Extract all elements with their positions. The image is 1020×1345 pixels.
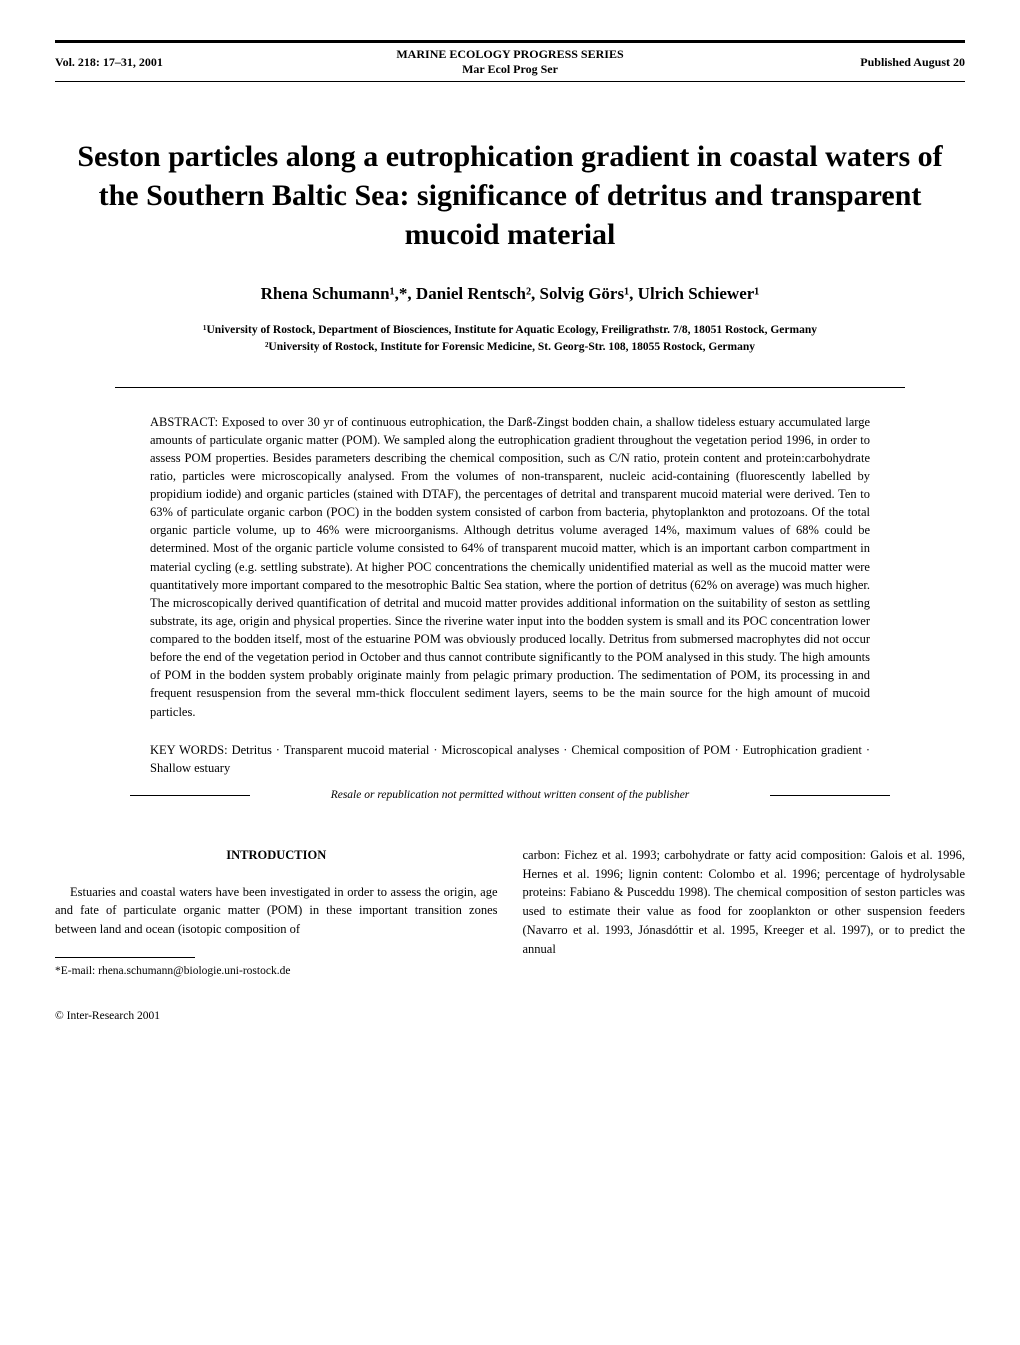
series-abbrev: Mar Ecol Prog Ser bbox=[283, 62, 738, 77]
column-right: carbon: Fichez et al. 1993; carbohydrate… bbox=[523, 846, 966, 980]
keywords-text: Detritus · Transparent mucoid material ·… bbox=[150, 743, 870, 775]
affiliation-2: ²University of Rostock, Institute for Fo… bbox=[75, 339, 945, 356]
intro-paragraph-left: Estuaries and coastal waters have been i… bbox=[55, 883, 498, 939]
authors-line: Rhena Schumann¹,*, Daniel Rentsch², Solv… bbox=[55, 284, 965, 304]
copyright-notice: © Inter-Research 2001 bbox=[55, 1010, 965, 1022]
affiliation-1: ¹University of Rostock, Department of Bi… bbox=[75, 322, 945, 339]
body-columns: INTRODUCTION Estuaries and coastal water… bbox=[55, 846, 965, 980]
resale-notice-text: Resale or republication not permitted wi… bbox=[331, 789, 690, 801]
intro-paragraph-right: carbon: Fichez et al. 1993; carbohydrate… bbox=[523, 846, 966, 959]
publish-date: Published August 20 bbox=[738, 55, 966, 70]
abstract-label: ABSTRACT: bbox=[150, 415, 222, 429]
introduction-heading: INTRODUCTION bbox=[55, 846, 498, 865]
article-title: Seston particles along a eutrophication … bbox=[55, 137, 965, 254]
abstract-text: Exposed to over 30 yr of continuous eutr… bbox=[150, 415, 870, 719]
keywords-block: KEY WORDS: Detritus · Transparent mucoid… bbox=[55, 741, 965, 777]
keywords-label: KEY WORDS: bbox=[150, 743, 232, 757]
journal-series: MARINE ECOLOGY PROGRESS SERIES Mar Ecol … bbox=[283, 47, 738, 77]
volume-info: Vol. 218: 17–31, 2001 bbox=[55, 55, 283, 70]
footnote-rule bbox=[55, 957, 195, 958]
column-left: INTRODUCTION Estuaries and coastal water… bbox=[55, 846, 498, 980]
series-full-name: MARINE ECOLOGY PROGRESS SERIES bbox=[283, 47, 738, 62]
abstract-block: ABSTRACT: Exposed to over 30 yr of conti… bbox=[55, 413, 965, 721]
journal-header-bar: Vol. 218: 17–31, 2001 MARINE ECOLOGY PRO… bbox=[55, 40, 965, 82]
corresponding-email: *E-mail: rhena.schumann@biologie.uni-ros… bbox=[55, 963, 498, 980]
divider-top bbox=[115, 387, 905, 388]
affiliations-block: ¹University of Rostock, Department of Bi… bbox=[55, 322, 965, 357]
resale-notice: Resale or republication not permitted wi… bbox=[55, 789, 965, 801]
